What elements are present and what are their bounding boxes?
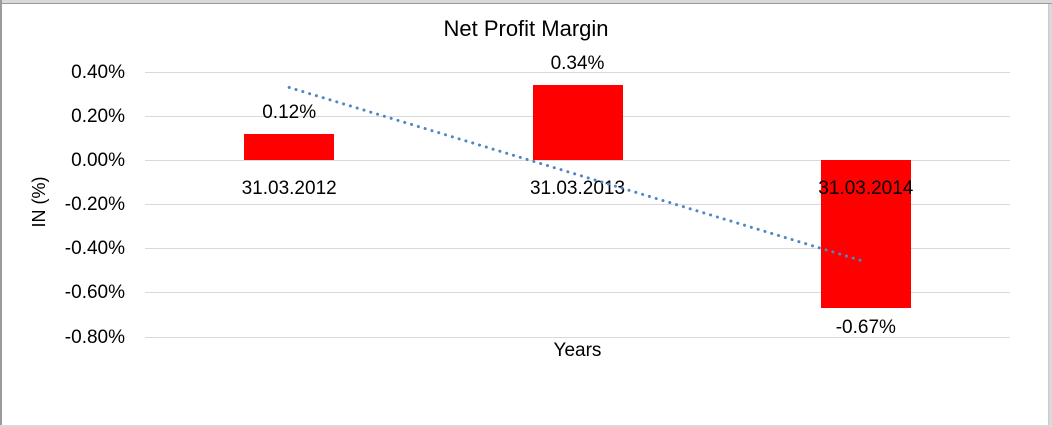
x-axis-title: Years xyxy=(553,340,602,361)
frame-right-strip xyxy=(1048,0,1052,427)
x-axis-category-label: 31.03.2012 xyxy=(241,178,337,199)
y-axis-tick-label: -0.20% xyxy=(64,194,125,215)
bar-31.03.2014[interactable] xyxy=(820,160,911,309)
y-axis-tick-label: -0.60% xyxy=(64,282,125,304)
y-axis-tick-label: -0.80% xyxy=(64,326,125,348)
y-axis-tick-label: 0.40% xyxy=(71,61,125,83)
bar-31.03.2013[interactable] xyxy=(532,85,623,161)
chart-title: Net Profit Margin xyxy=(443,16,609,41)
x-axis-category-label: 31.03.2014 xyxy=(818,178,914,199)
gridline xyxy=(145,336,1010,338)
gridline xyxy=(145,159,1010,161)
data-label: -0.67% xyxy=(835,317,896,339)
bar-31.03.2012[interactable] xyxy=(244,133,335,161)
gridline xyxy=(145,248,1010,250)
y-axis-tick-label: 0.20% xyxy=(71,105,125,127)
frame-top-strip xyxy=(0,0,1052,4)
data-label: 0.34% xyxy=(550,53,605,75)
gridline xyxy=(145,71,1010,73)
y-axis-tick-label: -0.40% xyxy=(64,238,125,260)
trendline[interactable] xyxy=(287,85,868,264)
gridline xyxy=(145,204,1010,205)
frame-bottom-border xyxy=(0,425,1052,427)
frame-left-border xyxy=(0,0,2,427)
data-label: 0.12% xyxy=(262,101,317,123)
gridline xyxy=(145,292,1010,294)
y-axis-tick-label: 0.00% xyxy=(71,149,125,171)
